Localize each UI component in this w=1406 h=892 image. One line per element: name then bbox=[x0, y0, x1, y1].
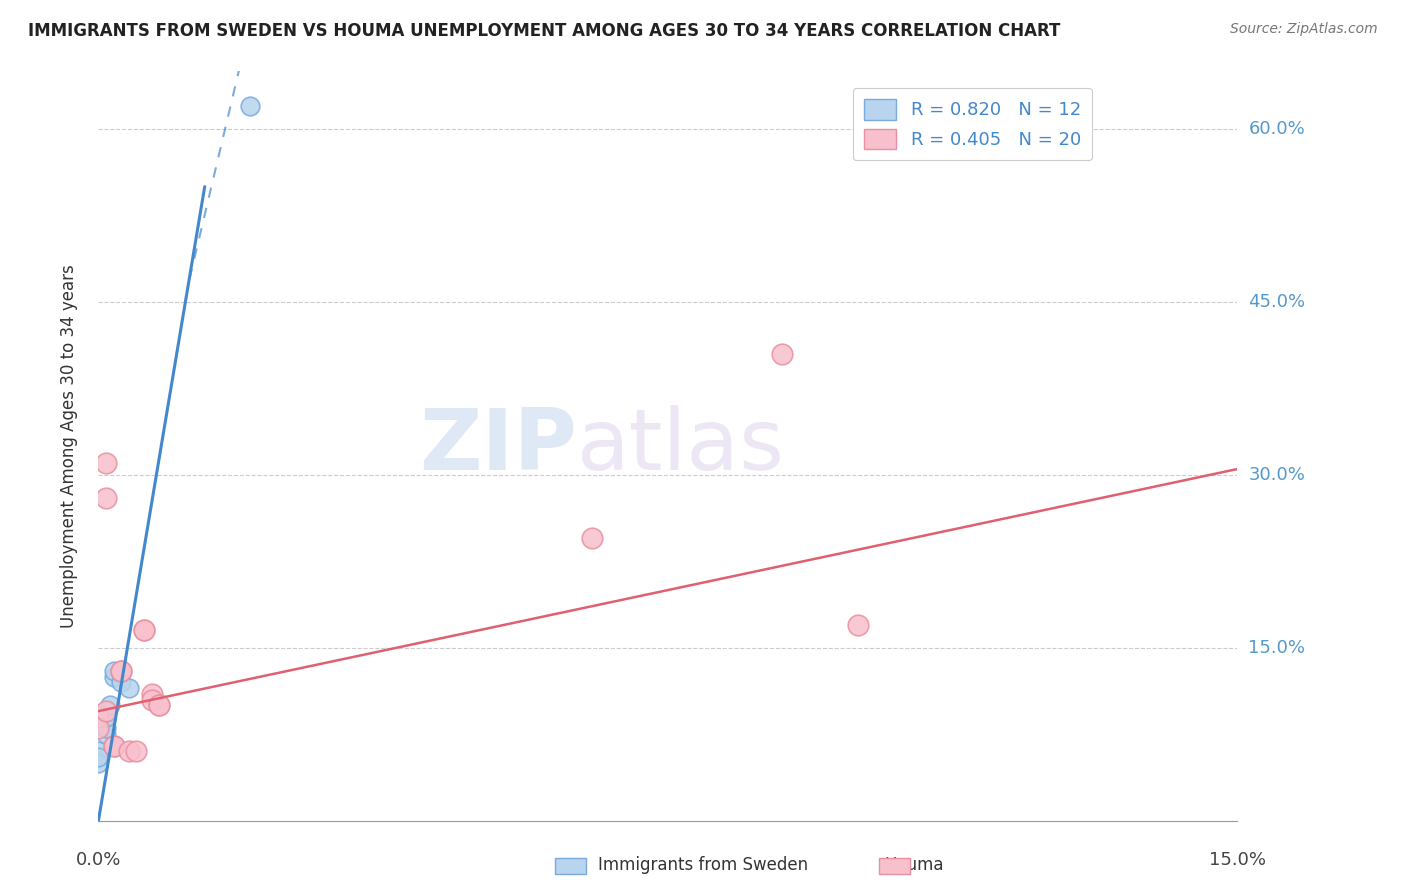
Point bbox=[87, 756, 110, 770]
Point bbox=[87, 710, 110, 724]
Text: 0.0%: 0.0% bbox=[76, 851, 121, 869]
Point bbox=[87, 750, 110, 764]
Text: ZIP: ZIP bbox=[419, 404, 576, 488]
Point bbox=[103, 739, 125, 753]
Point bbox=[87, 744, 110, 758]
Point bbox=[103, 664, 125, 678]
Point bbox=[118, 681, 141, 695]
Point bbox=[94, 491, 117, 505]
Legend: R = 0.820   N = 12, R = 0.405   N = 20: R = 0.820 N = 12, R = 0.405 N = 20 bbox=[852, 88, 1091, 161]
Point bbox=[98, 698, 121, 713]
Point bbox=[148, 698, 170, 713]
Text: 60.0%: 60.0% bbox=[1249, 120, 1305, 138]
Point bbox=[846, 617, 869, 632]
Point bbox=[94, 704, 117, 718]
Point bbox=[110, 664, 132, 678]
Point bbox=[141, 692, 163, 706]
Point bbox=[110, 664, 132, 678]
Point bbox=[94, 710, 117, 724]
Point bbox=[94, 456, 117, 470]
Y-axis label: Unemployment Among Ages 30 to 34 years: Unemployment Among Ages 30 to 34 years bbox=[59, 264, 77, 628]
Text: 45.0%: 45.0% bbox=[1249, 293, 1306, 311]
Text: Houma: Houma bbox=[884, 856, 943, 874]
Point bbox=[94, 722, 117, 736]
Text: 30.0%: 30.0% bbox=[1249, 466, 1305, 483]
Point bbox=[110, 675, 132, 690]
Point bbox=[94, 727, 117, 741]
Text: Source: ZipAtlas.com: Source: ZipAtlas.com bbox=[1230, 22, 1378, 37]
Point bbox=[87, 722, 110, 736]
Point bbox=[125, 744, 148, 758]
Point bbox=[103, 669, 125, 683]
Point bbox=[132, 624, 155, 638]
Point bbox=[132, 624, 155, 638]
Text: Immigrants from Sweden: Immigrants from Sweden bbox=[598, 856, 808, 874]
Text: IMMIGRANTS FROM SWEDEN VS HOUMA UNEMPLOYMENT AMONG AGES 30 TO 34 YEARS CORRELATI: IMMIGRANTS FROM SWEDEN VS HOUMA UNEMPLOY… bbox=[28, 22, 1060, 40]
Point bbox=[239, 99, 262, 113]
Point bbox=[581, 531, 603, 545]
Point bbox=[148, 698, 170, 713]
Text: atlas: atlas bbox=[576, 404, 785, 488]
Point bbox=[118, 744, 141, 758]
Text: 15.0%: 15.0% bbox=[1249, 639, 1305, 657]
Text: 15.0%: 15.0% bbox=[1209, 851, 1265, 869]
Point bbox=[141, 687, 163, 701]
Point bbox=[103, 739, 125, 753]
Point bbox=[770, 347, 793, 361]
